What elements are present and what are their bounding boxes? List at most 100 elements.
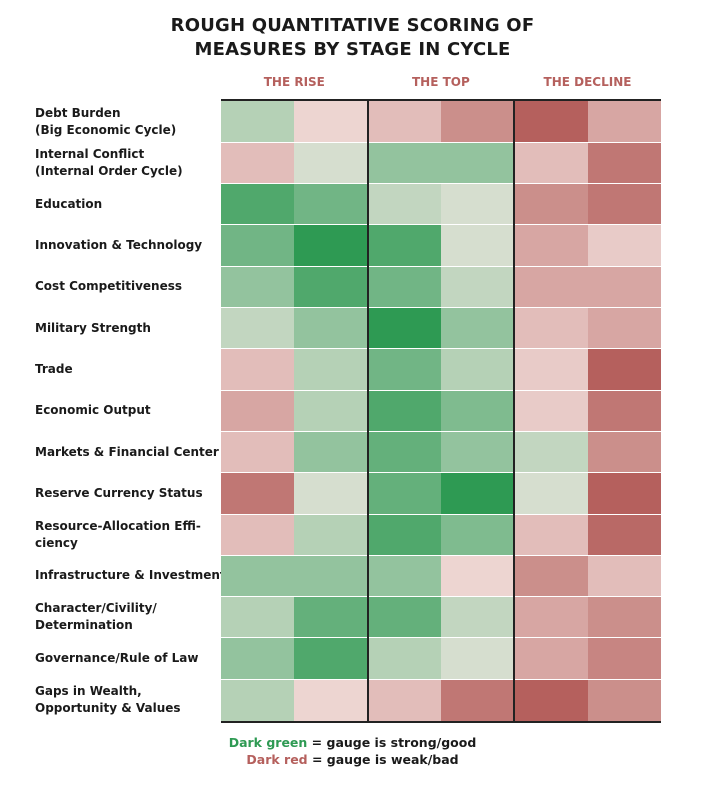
- heatmap-cell: [514, 307, 588, 350]
- heatmap-cell: [221, 142, 295, 185]
- phase-header-1: THE TOP: [411, 75, 470, 89]
- heatmap-cell: [367, 431, 442, 474]
- heatmap-cell: [221, 555, 295, 598]
- row-label-line: Innovation & Technology: [35, 238, 203, 253]
- heatmap-cell: [440, 637, 515, 680]
- row-separator: [221, 554, 661, 556]
- heatmap-cell: [367, 307, 442, 350]
- heatmap-cell: [294, 348, 369, 391]
- heatmap-cell: [587, 472, 662, 515]
- legend-green-text: = gauge is strong/good: [307, 735, 477, 750]
- heatmap-cell: [440, 679, 515, 721]
- row-label-line: Determination: [35, 618, 133, 633]
- heatmap-cell: [294, 266, 369, 308]
- heatmap-cell: [367, 596, 442, 639]
- heatmap-cell: [514, 266, 588, 308]
- heatmap-cell: [587, 514, 662, 556]
- row-separator: [221, 513, 661, 515]
- heatmap-cell: [587, 183, 662, 226]
- row-label-line: Gaps in Wealth,: [35, 683, 142, 698]
- heatmap-cell: [367, 679, 442, 721]
- heatmap-cell: [294, 142, 369, 185]
- row-separator: [221, 596, 661, 598]
- heatmap-cell: [294, 431, 369, 474]
- heatmap-cell: [587, 555, 662, 598]
- row-label: Economic Output: [35, 390, 219, 431]
- row-separator: [221, 141, 661, 143]
- heatmap-cell: [440, 266, 515, 308]
- row-separator: [221, 307, 661, 308]
- row-separator: [221, 389, 661, 391]
- heatmap-cell: [294, 514, 369, 556]
- row-label-line: Debt Burden: [35, 105, 121, 120]
- heatmap-cell: [440, 307, 515, 350]
- row-separator: [221, 183, 661, 185]
- heatmap-cell: [221, 679, 295, 721]
- phase-header-2: THE DECLINE: [543, 75, 632, 89]
- heatmap-cell: [587, 307, 662, 350]
- heatmap-cell: [587, 679, 662, 721]
- heatmap-cell: [221, 101, 295, 143]
- heatmap-cell: [587, 348, 662, 391]
- bottom-rule: [221, 720, 661, 723]
- heatmap-cell: [440, 390, 515, 432]
- heatmap-cell: [440, 555, 515, 598]
- heatmap-cell: [514, 637, 588, 680]
- row-label: Character/Civility/Determination: [35, 597, 219, 638]
- chart-title: ROUGH QUANTITATIVE SCORING OF MEASURES B…: [0, 14, 705, 62]
- legend-red-term: Dark red: [246, 752, 308, 767]
- heatmap-cell: [221, 514, 295, 556]
- heatmap-cell: [587, 431, 662, 474]
- row-label-line: Internal Conflict: [35, 146, 145, 161]
- row-label-line: Economic Output: [35, 403, 151, 418]
- heatmap-cell: [221, 431, 295, 474]
- row-label: Education: [35, 184, 219, 225]
- row-separator: [221, 430, 661, 432]
- row-label: Innovation & Technology: [35, 225, 219, 266]
- row-label-line: (Internal Order Cycle): [35, 163, 183, 178]
- chart-title-line1: ROUGH QUANTITATIVE SCORING OF: [170, 15, 535, 36]
- heatmap-cell: [514, 472, 588, 515]
- heatmap-cell: [514, 555, 588, 598]
- heatmap-cell: [514, 224, 588, 267]
- heatmap-cell: [294, 472, 369, 515]
- heatmap-cell: [587, 637, 662, 680]
- row-label: Internal Conflict (Internal Order Cycle): [35, 142, 219, 183]
- row-label-line: (Big Economic Cycle): [35, 122, 177, 137]
- heatmap-cell: [294, 183, 369, 226]
- heatmap-cell: [587, 596, 662, 639]
- heatmap-cell: [367, 266, 442, 308]
- heatmap-cell: [440, 224, 515, 267]
- heatmap-cell: [221, 224, 295, 267]
- heatmap-cell: [514, 183, 588, 226]
- row-separator: [221, 678, 661, 680]
- heatmap-cell: [221, 390, 295, 432]
- row-label-line: Reserve Currency Status: [35, 485, 203, 500]
- row-label: Trade: [35, 349, 219, 390]
- row-label-line: ciency: [35, 535, 78, 550]
- row-separator: [221, 637, 661, 639]
- heatmap-cell: [367, 514, 442, 556]
- row-label: Military Strength: [35, 308, 219, 349]
- heatmap-cell: [294, 390, 369, 432]
- phase-divider: [366, 99, 369, 721]
- heatmap-cell: [587, 224, 662, 267]
- heatmap-cell: [294, 637, 369, 680]
- heatmap-cell: [294, 555, 369, 598]
- row-separator: [221, 265, 661, 267]
- heatmap-cell: [440, 101, 515, 143]
- row-label: Governance/Rule of Law: [35, 638, 219, 679]
- heatmap-cell: [221, 266, 295, 308]
- heatmap-cell: [221, 637, 295, 680]
- heatmap-cell: [367, 224, 442, 267]
- row-label-line: Character/Civility/: [35, 601, 157, 616]
- heatmap-cell: [221, 183, 295, 226]
- row-label: Resource-Allocation Effi-ciency: [35, 514, 219, 555]
- row-separator: [221, 348, 661, 350]
- row-label-line: Education: [35, 196, 103, 211]
- heatmap-cell: [367, 348, 442, 391]
- heatmap-cell: [514, 514, 588, 556]
- heatmap-cell: [514, 390, 588, 432]
- legend-red: Dark red = gauge is weak/bad: [0, 751, 705, 768]
- heatmap-cell: [440, 596, 515, 639]
